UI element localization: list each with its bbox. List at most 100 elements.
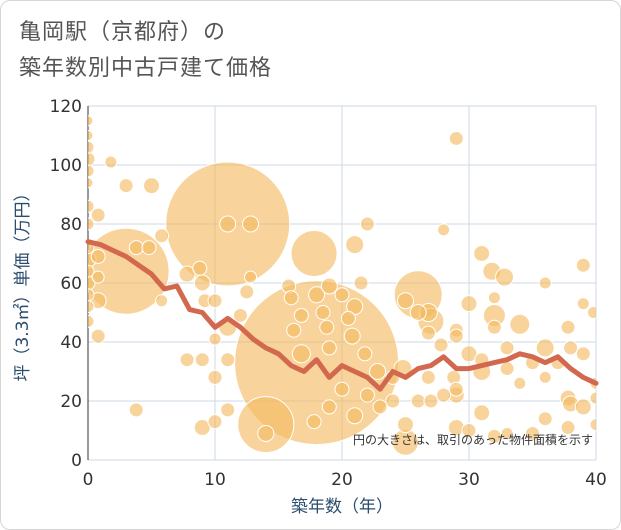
- bubble-point: [232, 307, 248, 323]
- bubble-point: [128, 240, 144, 256]
- bubble-point: [420, 325, 436, 341]
- bubble-point: [220, 402, 236, 418]
- bubble-point: [372, 399, 388, 415]
- x-tick-label: 0: [83, 470, 94, 490]
- bubble-point: [141, 240, 157, 256]
- y-tick-label: 100: [50, 156, 82, 176]
- bubble-point: [320, 277, 338, 295]
- bubble-point: [283, 290, 299, 306]
- bubble-point: [538, 370, 552, 384]
- bubble-point: [487, 291, 501, 305]
- bubble-point: [535, 338, 555, 358]
- bubble-point: [586, 306, 596, 319]
- bubble-point: [589, 391, 596, 405]
- bubble-point: [448, 328, 464, 344]
- bubble-point: [306, 414, 322, 430]
- bubble-point: [460, 345, 478, 363]
- bubble-point: [88, 130, 94, 141]
- bubble-point: [88, 300, 95, 314]
- bubble-point: [90, 248, 106, 264]
- bubble-point: [219, 215, 237, 233]
- bubble-point: [537, 411, 553, 427]
- bubble-point: [319, 319, 335, 335]
- bubble-point: [286, 322, 302, 338]
- bubble-point: [257, 424, 275, 442]
- bubble-point: [237, 396, 295, 454]
- bubble-point: [88, 151, 96, 167]
- bubble-point: [340, 310, 356, 326]
- bubble-point: [500, 426, 514, 440]
- title-line-1: 亀岡駅（京都府）の: [19, 20, 227, 45]
- bubble-layer: [88, 115, 596, 456]
- bubble-point: [486, 319, 502, 335]
- bubble-point: [397, 292, 414, 310]
- x-tick-label: 40: [585, 470, 607, 490]
- bubble-point: [220, 352, 236, 368]
- bubble-point: [473, 404, 491, 422]
- bubble-point: [574, 398, 592, 416]
- bubble-point: [397, 416, 414, 434]
- bubble-point: [437, 223, 451, 237]
- bubble-point: [88, 115, 94, 127]
- bubble-point: [293, 307, 309, 323]
- bubble-point: [409, 304, 427, 321]
- bubble-point: [560, 420, 576, 436]
- bubble-point: [193, 274, 211, 292]
- bubble-point: [193, 419, 211, 437]
- bubble-point: [179, 352, 195, 368]
- x-axis-label: 築年数（年）: [291, 497, 393, 517]
- bubble-point: [244, 270, 258, 284]
- plot-area: [85, 115, 599, 456]
- bubble-point: [154, 228, 170, 244]
- bubble-size-note: 円の大きさは、取引のあった物件面積を示す: [353, 432, 593, 447]
- x-tick-label: 10: [204, 470, 226, 490]
- bubble-point: [513, 376, 527, 390]
- bubble-point: [334, 381, 350, 397]
- bubble-point: [525, 425, 540, 441]
- bubble-point: [88, 177, 94, 189]
- bubble-point: [290, 230, 338, 277]
- bubble-point: [385, 393, 401, 409]
- bubble-point: [88, 199, 95, 213]
- bubble-point: [118, 178, 134, 194]
- bubble-point: [155, 294, 169, 308]
- bubble-point: [353, 275, 369, 291]
- bubble-point: [291, 344, 311, 364]
- bubble-point: [499, 361, 515, 377]
- bubble-point: [308, 286, 326, 304]
- bubble-point: [448, 381, 464, 397]
- bubble-point: [357, 346, 373, 362]
- bubble-point: [88, 288, 95, 302]
- bubble-point: [88, 217, 95, 231]
- bubble-point: [239, 284, 255, 300]
- bubble-point: [207, 369, 223, 385]
- bubble-point: [242, 215, 260, 233]
- bubble-point: [321, 399, 337, 415]
- y-tick-label: 120: [50, 97, 82, 117]
- title-line-2: 築年数別中古戸建て価格: [19, 56, 273, 81]
- y-tick-label: 40: [60, 333, 82, 353]
- bubble-point: [90, 328, 106, 344]
- y-tick-labels: 0 20 40 60 80 100 120: [50, 97, 82, 471]
- bubble-point: [343, 327, 361, 345]
- bubble-point: [91, 270, 105, 284]
- bubble-point: [575, 346, 591, 362]
- bubble-point: [192, 260, 208, 276]
- y-tick-label: 0: [71, 451, 82, 471]
- bubble-point: [88, 140, 95, 154]
- bubble-point: [423, 393, 439, 409]
- y-axis-label: 坪（3.3㎡）単価（万円）: [13, 184, 33, 381]
- bubble-point: [143, 177, 160, 195]
- bubble-point: [433, 337, 449, 353]
- bubble-point: [499, 340, 515, 356]
- bubble-point: [207, 414, 223, 430]
- bubble-point: [538, 276, 552, 290]
- y-tick-label: 60: [60, 274, 82, 294]
- bubble-point: [576, 297, 590, 311]
- bubble-point: [560, 319, 576, 335]
- bubble-point: [420, 369, 436, 385]
- bubble-point: [589, 418, 596, 432]
- bubble-point: [334, 287, 350, 303]
- bubble-point: [208, 332, 222, 346]
